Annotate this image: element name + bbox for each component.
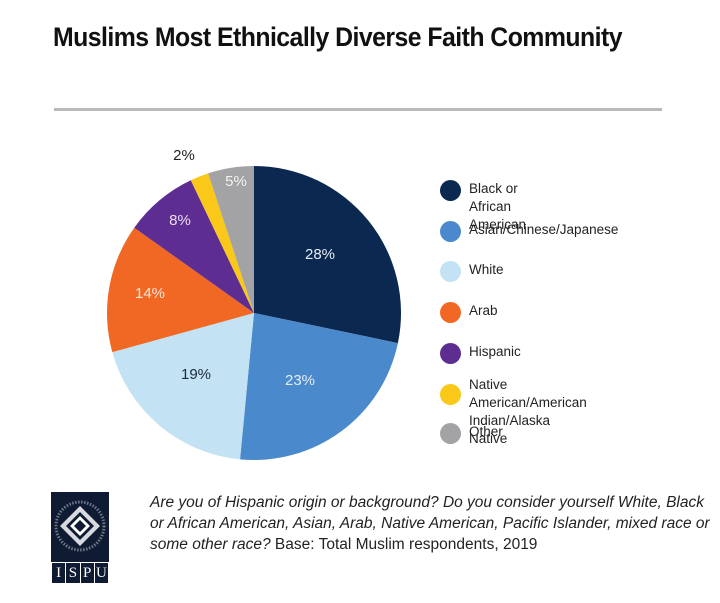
legend-item-white: White — [440, 261, 504, 282]
slice-label-native: 2% — [173, 147, 195, 164]
legend-swatch-icon — [440, 384, 461, 405]
legend-swatch-icon — [440, 343, 461, 364]
pie-slice-hispanic — [134, 180, 254, 313]
legend-item-asian: Asian/Chinese/Japanese — [440, 221, 618, 242]
diamond-emblem-icon — [54, 500, 106, 552]
legend-item-hispanic: Hispanic — [440, 343, 521, 364]
slice-label-other: 5% — [225, 173, 247, 190]
legend-swatch-icon — [440, 180, 461, 201]
survey-question: Are you of Hispanic origin or background… — [150, 494, 710, 553]
base-note: Base: Total Muslim respondents, 2019 — [270, 536, 538, 553]
pie-slice-asian — [240, 313, 398, 460]
chart-title: Muslims Most Ethnically Diverse Faith Co… — [53, 22, 623, 52]
slice-label-arab: 14% — [135, 285, 165, 302]
legend-item-black: Black or African American — [440, 180, 526, 234]
legend-swatch-icon — [440, 423, 461, 444]
legend-item-native: Native American/American Indian/Alaska N… — [440, 376, 587, 448]
legend-swatch-icon — [440, 302, 461, 323]
title-divider — [54, 108, 662, 111]
slice-label-black: 28% — [305, 246, 335, 263]
legend-item-other: Other — [440, 423, 503, 444]
source-note: Are you of Hispanic origin or background… — [150, 492, 710, 555]
legend-item-arab: Arab — [440, 302, 498, 323]
pie-slice-white — [112, 313, 254, 460]
slice-label-hispanic: 8% — [169, 212, 191, 229]
pie-slice-other — [208, 166, 254, 313]
legend-swatch-icon — [440, 221, 461, 242]
logo-letters: I S P U — [51, 562, 109, 584]
slice-label-white: 19% — [181, 366, 211, 383]
ispu-logo: I S P U — [51, 492, 109, 584]
pie-slice-black — [254, 166, 401, 344]
pie-slice-native — [190, 173, 254, 313]
slice-label-asian: 23% — [285, 372, 315, 389]
pie-slice-arab — [107, 227, 254, 353]
legend-swatch-icon — [440, 261, 461, 282]
